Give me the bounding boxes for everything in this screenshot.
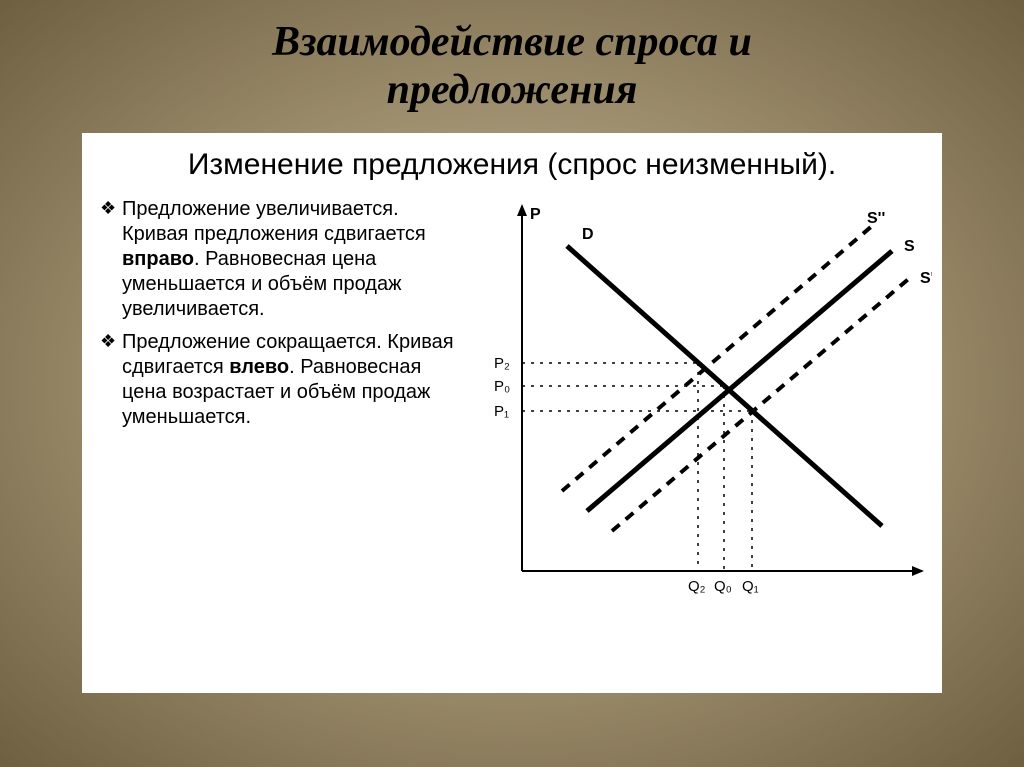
text-column: ❖Предложение увеличивается. Кривая предл… bbox=[92, 191, 472, 629]
svg-text:D: D bbox=[582, 226, 594, 243]
bullet-item: ❖Предложение увеличивается. Кривая предл… bbox=[100, 197, 466, 322]
supply-demand-chart: P D S S'' S' P₂ P₀ P₁ Q₂ Q₀ Q₁ bbox=[472, 191, 932, 621]
bullet-item: ❖Предложение сокращается. Кривая сдвигае… bbox=[100, 330, 466, 430]
card-subtitle: Изменение предложения (спрос неизменный)… bbox=[82, 133, 942, 191]
title-line2: предложения bbox=[387, 67, 638, 113]
svg-text:Q₁: Q₁ bbox=[742, 578, 759, 595]
chart-column: P D S S'' S' P₂ P₀ P₁ Q₂ Q₀ Q₁ bbox=[472, 191, 932, 629]
bullet-text: Предложение сокращается. Кривая сдвигает… bbox=[122, 330, 466, 430]
slide-title: Взаимодействие спроса и предложения bbox=[0, 0, 1024, 115]
title-line1: Взаимодействие спроса и bbox=[272, 19, 752, 65]
svg-text:S': S' bbox=[920, 270, 932, 287]
svg-text:S'': S'' bbox=[867, 210, 885, 227]
svg-text:P: P bbox=[530, 206, 541, 223]
content-row: ❖Предложение увеличивается. Кривая предл… bbox=[82, 191, 942, 639]
bullet-icon: ❖ bbox=[100, 197, 122, 322]
svg-text:Q₂: Q₂ bbox=[688, 578, 706, 595]
svg-text:Q₀: Q₀ bbox=[714, 578, 732, 595]
svg-text:P₀: P₀ bbox=[494, 378, 510, 395]
svg-text:P₂: P₂ bbox=[494, 355, 510, 372]
svg-text:S: S bbox=[904, 238, 915, 255]
content-card: Изменение предложения (спрос неизменный)… bbox=[82, 133, 942, 693]
bullet-text: Предложение увеличивается. Кривая предло… bbox=[122, 197, 466, 322]
bullet-icon: ❖ bbox=[100, 330, 122, 430]
svg-text:P₁: P₁ bbox=[494, 403, 509, 420]
